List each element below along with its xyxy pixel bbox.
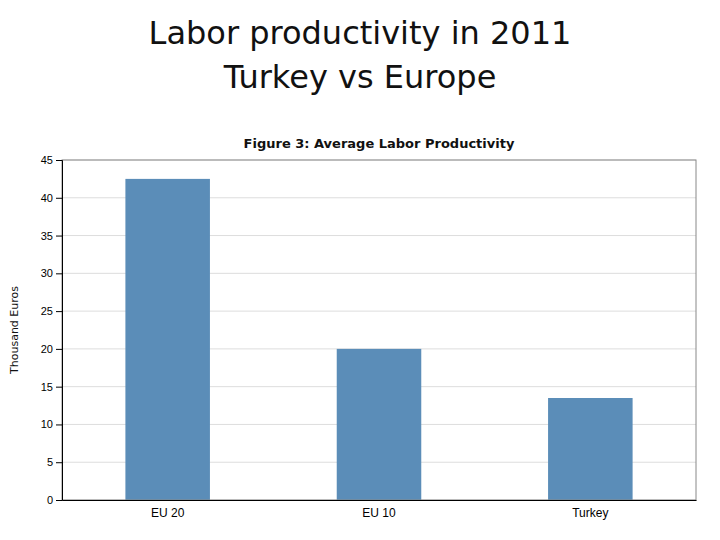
main-title: Labor productivity in 2011 — [149, 14, 572, 52]
tick: 40 — [41, 192, 62, 204]
tick: EU 10 — [362, 506, 396, 520]
y-axis: 0 5 10 15 20 25 30 35 40 45 — [41, 154, 63, 506]
tick-label: 0 — [47, 494, 53, 506]
tick-label: 20 — [41, 343, 53, 355]
tick-mark — [56, 160, 62, 161]
tick-label: 25 — [41, 305, 53, 317]
tick: 30 — [41, 267, 62, 279]
tick: 20 — [41, 343, 62, 355]
tick-mark — [56, 311, 62, 312]
tick-mark — [56, 349, 62, 350]
tick-label: 35 — [41, 230, 53, 242]
bar — [125, 179, 210, 500]
axis-line — [63, 500, 697, 501]
plot-frame — [62, 160, 696, 500]
tick-label: EU 10 — [362, 506, 396, 520]
tick-label: 40 — [41, 192, 53, 204]
tick-mark — [56, 236, 62, 237]
tick-mark — [56, 387, 62, 388]
chart-title: Figure 3: Average Labor Productivity — [244, 136, 515, 151]
chart: Labor productivity in 2011 Turkey vs Euro… — [0, 0, 720, 540]
tick: 35 — [41, 230, 62, 242]
tick-label: 45 — [41, 154, 53, 166]
tick-mark — [56, 198, 62, 199]
tick-mark — [56, 462, 62, 463]
y-axis-title: Thousand Euros — [8, 286, 21, 375]
tick: 15 — [41, 381, 62, 393]
tick-mark — [56, 424, 62, 425]
tick-label: 15 — [41, 381, 53, 393]
tick-mark — [56, 273, 62, 274]
x-axis: EU 20 EU 10 Turkey — [63, 501, 697, 521]
bar — [548, 398, 633, 500]
tick: EU 20 — [151, 506, 185, 520]
tick-label: Turkey — [572, 506, 608, 520]
tick: 5 — [47, 456, 62, 468]
tick-label: 10 — [41, 418, 53, 430]
tick: 10 — [41, 418, 62, 430]
bars — [125, 179, 632, 500]
tick-mark — [56, 500, 62, 501]
tick-label: 30 — [41, 267, 53, 279]
tick: 25 — [41, 305, 62, 317]
main-title: Turkey vs Europe — [223, 58, 497, 96]
axis-line — [56, 161, 63, 501]
tick: 0 — [47, 494, 62, 506]
tick: Turkey — [572, 506, 608, 520]
tick-label: 5 — [47, 456, 53, 468]
bar — [337, 349, 422, 500]
tick: 45 — [41, 154, 62, 166]
tick-label: EU 20 — [151, 506, 185, 520]
grid — [62, 160, 696, 500]
plot: 0 5 10 15 20 25 30 35 40 45 EU 20 EU 10 Turkey — [41, 154, 697, 520]
